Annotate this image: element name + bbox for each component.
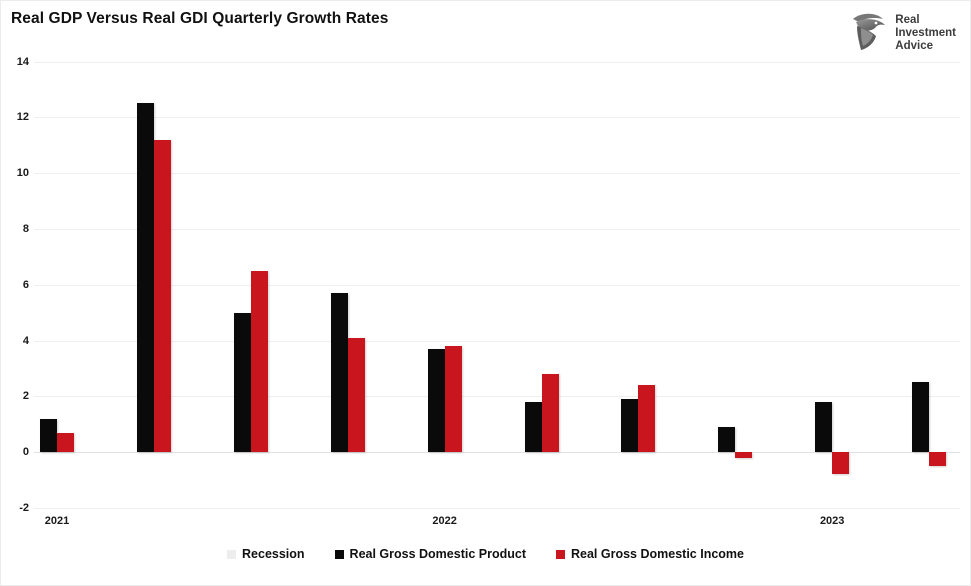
legend-item: Recession [227, 547, 305, 561]
legend-swatch [334, 549, 344, 559]
x-axis-year-label: 2022 [432, 514, 457, 527]
legend-swatch [556, 549, 565, 559]
gridline-0 [34, 452, 960, 454]
legend-label: Real Gross Domestic Product [349, 547, 526, 561]
y-tick-label: 12 [16, 111, 29, 124]
legend-label: Real Gross Domestic Income [571, 547, 744, 561]
legend-item: Real Gross Domestic Income [556, 547, 744, 561]
gdi-bar [153, 139, 171, 453]
brand-word-real: Real [895, 14, 920, 27]
gdi-bar [250, 270, 268, 453]
gridline--2 [34, 507, 960, 509]
gdp-bar [621, 399, 639, 453]
y-tick-label: 2 [22, 390, 29, 403]
gdp-bar [815, 401, 833, 453]
gridline-14 [34, 61, 960, 63]
y-tick-label: 10 [16, 167, 29, 180]
y-tick-label: 6 [22, 278, 29, 291]
gdi-bar [735, 452, 753, 458]
brand-word-investment: Investment [895, 27, 956, 40]
chart-title: Real GDP Versus Real GDI Quarterly Growt… [11, 10, 389, 27]
y-tick-label: 8 [22, 222, 29, 235]
eagle-icon [848, 11, 888, 56]
x-axis-year-label: 2021 [44, 514, 70, 527]
gridline-6 [34, 284, 960, 286]
legend-label: Recession [242, 547, 305, 561]
gdi-bar [541, 373, 559, 453]
gridline-10 [34, 173, 960, 175]
gdi-bar [929, 452, 947, 467]
gdp-bar [718, 426, 736, 453]
x-axis-year-label: 2023 [819, 514, 845, 527]
gdi-bar [57, 432, 74, 453]
y-tick-label: -2 [19, 501, 29, 514]
chart-legend: Recession Real Gross Domestic Product Real… [1, 547, 970, 561]
gdp-bar [233, 312, 251, 453]
brand-logo-text: Real Investment Advice [895, 14, 956, 53]
y-tick-label: 14 [16, 55, 29, 68]
gdp-bar [40, 418, 57, 453]
gdp-bar [330, 293, 348, 453]
gdp-bar [912, 382, 930, 453]
y-tick-label: 0 [22, 446, 29, 459]
gdi-bar [832, 452, 850, 475]
gridline-12 [34, 117, 960, 119]
gdi-bar [347, 337, 365, 453]
gdp-bar [427, 348, 445, 453]
gridline-2 [34, 396, 960, 398]
gdi-bar [444, 346, 462, 453]
legend-swatch [227, 549, 237, 559]
legend-item: Real Gross Domestic Product [334, 547, 526, 561]
y-tick-label: 4 [22, 334, 29, 347]
gridline-8 [34, 228, 960, 230]
brand-word-advice: Advice [895, 39, 933, 52]
brand-logo: Real Investment Advice [848, 11, 956, 56]
gridline-4 [34, 340, 960, 342]
gdp-bar [136, 103, 154, 453]
gdi-bar [638, 385, 656, 453]
gdp-bar [524, 401, 542, 453]
